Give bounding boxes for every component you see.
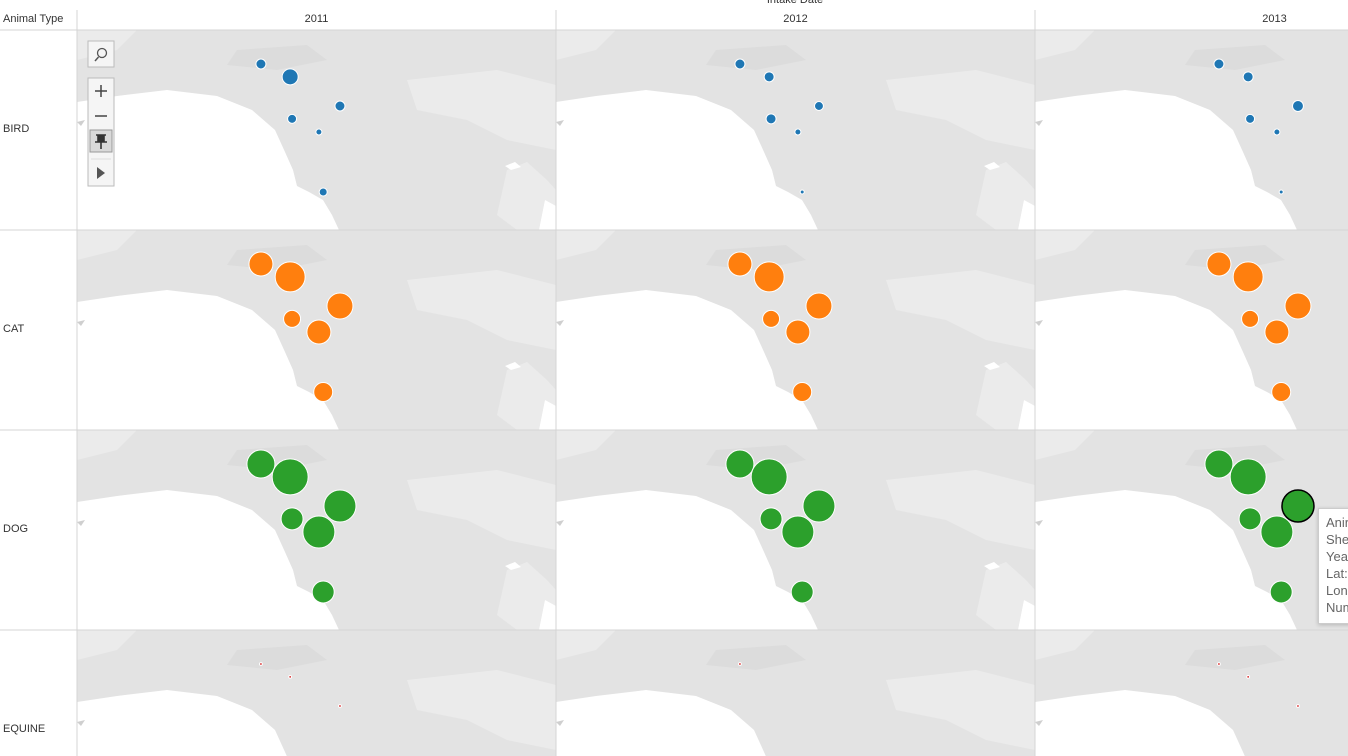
bubble[interactable] (1204, 449, 1234, 479)
bubble[interactable] (785, 319, 811, 345)
search-button[interactable] (87, 40, 115, 68)
bubble[interactable] (323, 489, 357, 523)
bubble[interactable] (759, 507, 783, 531)
bubble[interactable] (794, 128, 802, 136)
bubble[interactable] (318, 187, 328, 197)
play-button[interactable] (97, 167, 105, 179)
tooltip-line: Lonc (1326, 583, 1348, 598)
bubble[interactable] (1296, 704, 1300, 708)
bubble[interactable] (255, 58, 267, 70)
bubble[interactable] (763, 71, 775, 83)
bubble[interactable] (1273, 128, 1281, 136)
column-title: Intake Date (767, 0, 823, 6)
bubble[interactable] (1271, 382, 1292, 402)
bubble[interactable] (313, 382, 334, 402)
bubble[interactable] (1238, 507, 1262, 531)
bubble[interactable] (302, 515, 336, 549)
bubble[interactable] (1232, 261, 1264, 293)
bubble[interactable] (738, 662, 742, 666)
bubble[interactable] (248, 251, 274, 277)
bubble[interactable] (280, 507, 304, 531)
bubble[interactable] (1291, 100, 1304, 112)
bubble[interactable] (813, 101, 824, 111)
row-label: DOG (3, 523, 28, 535)
bubble[interactable] (246, 449, 276, 479)
bubble[interactable] (727, 251, 753, 277)
bubble[interactable] (338, 704, 342, 708)
bubble[interactable] (792, 382, 813, 402)
tooltip-line: Lat: (1326, 566, 1348, 581)
map-background (1035, 30, 1348, 230)
zoom-in-button[interactable] (95, 85, 107, 97)
bubble[interactable] (306, 319, 332, 345)
map-background (77, 630, 556, 756)
bubble[interactable] (750, 458, 788, 496)
bubble[interactable] (799, 189, 805, 195)
tooltip-line: Yea (1326, 549, 1348, 564)
column-label: 2011 (305, 13, 329, 25)
bubble[interactable] (790, 580, 814, 604)
bubble[interactable] (283, 309, 302, 328)
bubble[interactable] (1264, 319, 1290, 345)
map-panels (77, 30, 1348, 756)
tooltip-line: She (1326, 532, 1348, 547)
bubble[interactable] (1278, 189, 1284, 195)
tooltip-line: Anir (1326, 515, 1348, 530)
bubble[interactable] (1246, 674, 1251, 679)
bubble[interactable] (765, 113, 777, 125)
map-toolbar (87, 40, 115, 187)
bubble[interactable] (762, 309, 781, 328)
search-icon (96, 47, 108, 59)
column-label: 2012 (783, 13, 807, 25)
column-label: 2013 (1262, 13, 1286, 25)
bubble[interactable] (1217, 662, 1221, 666)
bubble[interactable] (311, 580, 335, 604)
map-background (1035, 630, 1348, 756)
bubble[interactable] (1213, 58, 1225, 70)
bubble[interactable] (1281, 489, 1315, 523)
bubble[interactable] (287, 113, 298, 124)
bubble[interactable] (1245, 113, 1256, 124)
map-background (1035, 230, 1348, 430)
bubble[interactable] (1269, 580, 1293, 604)
row-label: CAT (3, 323, 24, 335)
bubble[interactable] (802, 489, 836, 523)
bubble[interactable] (725, 449, 755, 479)
bubble[interactable] (734, 58, 746, 70)
bubble[interactable] (781, 515, 815, 549)
pin-icon (95, 134, 107, 149)
bubble[interactable] (326, 292, 354, 320)
row-label: BIRD (3, 123, 29, 135)
bubble[interactable] (1260, 515, 1294, 549)
tooltip-line: Num (1326, 600, 1348, 615)
map-background (1035, 430, 1348, 630)
row-title: Animal Type (3, 13, 63, 25)
tooltip: Anir She Yea Lat: Lonc Num (1318, 508, 1348, 624)
map-background (556, 630, 1035, 756)
bubble[interactable] (259, 662, 263, 666)
bubble[interactable] (805, 292, 833, 320)
bubble[interactable] (753, 261, 785, 293)
bubble[interactable] (334, 100, 346, 112)
bubble[interactable] (1242, 71, 1254, 83)
bubble[interactable] (274, 261, 306, 293)
bubble[interactable] (271, 458, 309, 496)
bubble[interactable] (281, 68, 299, 86)
row-label: EQUINE (3, 723, 45, 735)
bubble[interactable] (315, 128, 323, 136)
bubble[interactable] (288, 674, 293, 679)
search-icon (94, 56, 100, 62)
bubble[interactable] (1229, 458, 1267, 496)
bubble[interactable] (1241, 309, 1260, 328)
bubble[interactable] (1284, 292, 1312, 320)
bubble[interactable] (1206, 251, 1232, 277)
